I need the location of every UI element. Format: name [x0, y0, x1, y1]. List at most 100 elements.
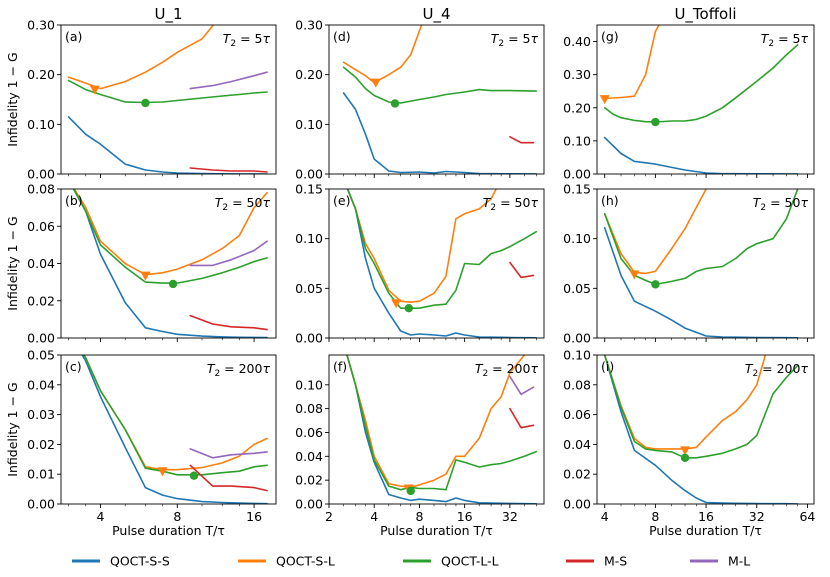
marker-circle-qoct-l-l: [651, 117, 660, 127]
series-line-m-s: [509, 261, 535, 279]
y-tick-label: 0.08: [295, 401, 323, 416]
series-line-qoct-s-l: [342, 25, 423, 84]
y-axis-label: Infidelity 1 − G: [5, 52, 20, 146]
panel-d: 0.00 0.10 0.20 0.30 (d) T2 = 5τ: [295, 18, 545, 182]
series-line-qoct-s-s: [603, 226, 799, 338]
x-tick-label: 32: [749, 509, 765, 524]
panel-label: (i): [601, 359, 614, 374]
series-line-qoct-s-l: [67, 25, 215, 90]
t2-annotation: T2 = 5τ: [491, 31, 539, 49]
series-line-qoct-l-l: [603, 189, 799, 286]
marker-triangle-qoct-s-l: [89, 85, 100, 95]
column-title: U_Toffoli: [674, 5, 736, 24]
x-tick-label: 2: [325, 509, 333, 524]
legend-item-qoct-l-l: QOCT-L-L: [403, 554, 499, 569]
marker-circle-qoct-l-l: [680, 453, 690, 463]
x-tick-label: 4: [370, 509, 378, 524]
y-tick-label: 0.05: [295, 281, 323, 296]
y-tick-label: 0.15: [563, 182, 591, 197]
marker-triangle-qoct-s-l: [629, 270, 640, 280]
panel-g: 0.00 0.10 0.20 0.30 0.40 (g) T2 = 5τ: [563, 24, 815, 182]
marker-triangle-qoct-s-l: [140, 271, 151, 281]
series-line-qoct-s-l: [603, 189, 707, 275]
legend-label: QOCT-S-S: [110, 554, 170, 569]
y-tick-label: 0.00: [295, 497, 323, 512]
panel-c: 0.00 0.01 0.02 0.03 0.04 0.05 4 8 16 (c) T2 = 200τ…: [5, 348, 277, 538]
axes-frame: [328, 24, 545, 175]
y-tick-label: 0.08: [27, 182, 55, 197]
y-tick-label: 0.04: [27, 256, 55, 271]
y-tick-label: 0.00: [27, 331, 55, 346]
x-tick-label: 16: [246, 509, 262, 524]
legend-item-qoct-s-l: QOCT-S-L: [238, 554, 335, 569]
t2-annotation: T2 = 5τ: [223, 31, 271, 49]
column-title: U_1: [154, 5, 182, 24]
marker-circle-qoct-l-l: [406, 486, 415, 496]
series-group: [81, 355, 268, 504]
series-group: [346, 355, 538, 504]
y-tick-label: 0.08: [563, 377, 591, 392]
marker-circle-qoct-l-l: [168, 279, 178, 289]
axes-frame: [596, 188, 815, 339]
panel-h: 0.00 0.05 0.10 0.15 (h) T2 = 50τ: [563, 182, 815, 346]
panel-label: (a): [65, 29, 82, 44]
x-axis-label: Pulse duration T/τ: [380, 523, 493, 538]
x-axis-label: Pulse duration T/τ: [112, 523, 225, 538]
t2-annotation: T2 = 5τ: [761, 31, 809, 49]
y-tick-label: 0.00: [563, 497, 591, 512]
axes-frame: [328, 188, 545, 339]
axes-frame: [60, 188, 277, 339]
y-tick-label: 0.10: [563, 133, 591, 148]
marker-circle-qoct-l-l: [404, 304, 414, 313]
marker-triangle-qoct-s-l: [370, 78, 381, 88]
y-tick-label: 0.10: [295, 231, 323, 246]
y-tick-label: 0.05: [563, 281, 591, 296]
series-group: [342, 25, 538, 174]
y-tick-label: 0.02: [27, 437, 55, 452]
x-tick-label: 16: [698, 509, 714, 524]
x-tick-label: 8: [415, 509, 423, 524]
legend-label: QOCT-S-L: [276, 554, 335, 569]
x-axis-label: Pulse duration T/τ: [649, 523, 762, 538]
y-tick-label: 0.02: [563, 467, 591, 482]
series-line-qoct-s-s: [346, 355, 538, 504]
marker-circle-qoct-l-l: [189, 471, 199, 480]
y-tick-label: 0.10: [295, 117, 323, 132]
marker-triangle-qoct-s-l: [157, 467, 168, 477]
x-tick-label: 4: [97, 509, 105, 524]
panel-b: 0.00 0.02 0.04 0.06 0.08 (b) T2 = 50τ Infidelit…: [5, 182, 277, 346]
y-tick-label: 0.10: [563, 348, 591, 363]
series-line-m-s: [189, 464, 268, 492]
legend-item-qoct-s-s: QOCT-S-S: [72, 554, 170, 569]
x-tick-label: 8: [651, 509, 659, 524]
y-tick-label: 0.02: [27, 293, 55, 308]
panel-label: (f): [333, 359, 347, 374]
y-tick-label: 0.20: [563, 100, 591, 115]
series-line-qoct-l-l: [346, 189, 538, 310]
series-line-m-s: [509, 407, 535, 429]
series-line-qoct-s-s: [603, 136, 799, 174]
x-tick-label: 8: [173, 509, 181, 524]
series-line-qoct-s-s: [72, 189, 268, 338]
series-line-m-s: [509, 136, 535, 144]
y-tick-label: 0.05: [27, 348, 55, 363]
y-tick-label: 0.04: [295, 449, 323, 464]
x-tick-label: 16: [457, 509, 473, 524]
t2-annotation: T2 = 50τ: [215, 195, 271, 213]
series-line-qoct-s-s: [81, 355, 268, 504]
marker-circle-qoct-l-l: [651, 280, 660, 289]
y-tick-label: 0.30: [27, 18, 55, 33]
y-tick-label: 0.01: [27, 467, 55, 482]
x-tick-label: 32: [502, 509, 518, 524]
y-tick-label: 0.30: [563, 67, 591, 82]
y-tick-label: 0.06: [27, 219, 55, 234]
series-group: [72, 189, 268, 338]
legend: QOCT-S-S QOCT-S-L QOCT-L-L M-S M-L: [72, 554, 750, 569]
series-line-qoct-l-l: [342, 66, 538, 104]
panel-f: 0.00 0.02 0.04 0.06 0.08 0.10 2 4 8 16 32 (f) T2 = 2…: [295, 354, 545, 538]
axes-frame: [60, 24, 277, 175]
series-line-qoct-l-l: [603, 355, 799, 459]
panel-label: (c): [65, 359, 82, 374]
series-line-qoct-s-s: [67, 116, 268, 174]
column-title: U_4: [422, 5, 450, 24]
